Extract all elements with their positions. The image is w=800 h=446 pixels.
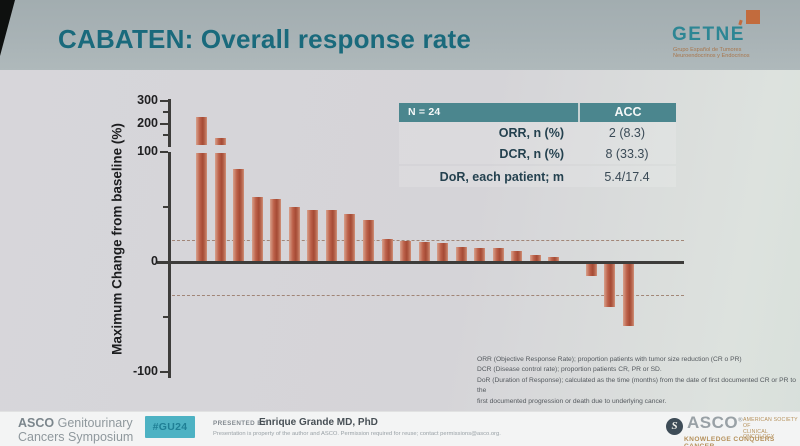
row-value-dor: 5.4/17.4 <box>604 169 650 184</box>
bar-patient-5 <box>270 199 282 262</box>
asco-logo-icon: S <box>666 418 683 435</box>
y-tick-label-200: 200 <box>137 115 158 130</box>
y-minor-tick-250 <box>163 111 168 114</box>
bar-patient-1 <box>196 116 207 145</box>
bar-patient-16 <box>474 247 486 262</box>
y-minor-tick-150 <box>163 133 168 136</box>
y-tick-100 <box>160 151 168 153</box>
presenter-name: Enrique Grande MD, PhD <box>259 417 378 428</box>
bar-patient-19 <box>529 255 541 262</box>
asco-society-text: AMERICAN SOCIETY OF CLINICAL ONCOLOGY <box>743 417 800 441</box>
bar-patient-3 <box>233 168 245 262</box>
bar-patient-1 <box>196 153 207 262</box>
footnote-line: first documented progression or death du… <box>477 397 667 405</box>
event-name: ASCO Genitourinary Cancers Symposium <box>18 416 133 444</box>
y-tick-label-100: 100 <box>137 144 158 158</box>
row-value-dcr: 8 (33.3) <box>605 146 649 161</box>
results-table-header: N = 24 ACC <box>399 103 676 122</box>
bar-patient-20 <box>548 256 560 262</box>
footer-bar: ASCO Genitourinary Cancers Symposium #GU… <box>0 411 800 446</box>
table-row: DoR, each patient; m 5.4/17.4 <box>399 166 676 187</box>
y-minor-tick--50 <box>163 316 168 318</box>
bar-patient-15 <box>455 246 467 262</box>
page-title: CABATEN: Overall response rate <box>58 24 471 54</box>
footnote-line: DoR (Duration of Response); calculated a… <box>477 376 796 395</box>
y-tick-label-300: 300 <box>137 93 158 107</box>
slide-header: CABATEN: Overall response rate GETNE Gru… <box>0 0 800 70</box>
footnote-line: ORR (Objective Response Rate); proportio… <box>477 356 742 363</box>
reference-line--30 <box>172 295 684 296</box>
getne-tagline-line2: Neuroendocrinos y Endocrinos <box>673 53 750 60</box>
bar-patient-4 <box>251 197 263 262</box>
bar-patient-2 <box>214 153 226 262</box>
bar-patient-23 <box>604 263 616 307</box>
bar-patient-24 <box>622 263 634 326</box>
y-tick-label--100: -100 <box>132 364 158 378</box>
event-line2: Cancers Symposium <box>18 430 134 444</box>
y-tick--100 <box>160 371 168 373</box>
asco-society-line1: AMERICAN SOCIETY OF <box>743 417 798 429</box>
row-label-dor: DoR, each patient; m <box>439 169 564 184</box>
getne-square-icon <box>746 10 760 24</box>
presented-by-label: PRESENTED BY: <box>213 420 269 427</box>
table-row: ORR, n (%) 2 (8.3) <box>399 122 676 143</box>
bar-patient-7 <box>307 210 319 262</box>
row-label-orr: ORR, n (%) <box>498 125 564 140</box>
table-header-acc: ACC <box>578 103 676 122</box>
table-row: DCR, n (%) 8 (33.3) <box>399 143 676 164</box>
bar-patient-13 <box>418 242 430 262</box>
bar-patient-14 <box>437 243 449 262</box>
hashtag-badge: #GU24 <box>145 416 195 438</box>
row-value-orr: 2 (8.3) <box>608 125 646 140</box>
results-table: N = 24 ACC ORR, n (%) 2 (8.3) DCR, n (%)… <box>399 103 676 187</box>
event-line1: Genitourinary <box>54 416 133 430</box>
getne-tagline-line1: Grupo Español de Tumores <box>673 47 742 53</box>
bar-patient-6 <box>288 207 300 262</box>
bar-patient-10 <box>362 220 374 262</box>
y-axis-upper-segment <box>168 99 171 147</box>
bar-patient-11 <box>381 238 393 262</box>
asco-tagline: KNOWLEDGE CONQUERS CANCER <box>684 436 775 446</box>
bar-patient-18 <box>511 251 523 262</box>
registered-mark: ® <box>738 417 744 424</box>
disclaimer-text: Presentation is property of the author a… <box>213 431 501 437</box>
bar-patient-8 <box>325 210 337 262</box>
reference-line-20 <box>172 240 684 241</box>
asco-society-line2: CLINICAL ONCOLOGY <box>743 428 775 441</box>
footnote-line: DCR (Disease control rate); proportion p… <box>477 366 662 374</box>
table-header-n: N = 24 <box>399 103 578 122</box>
getne-logo: GETNE Grupo Español de Tumores Neuroendo… <box>668 0 798 70</box>
asco-logo-text: ASCO® <box>687 413 744 432</box>
y-tick-0 <box>157 261 168 264</box>
bar-patient-17 <box>492 247 504 262</box>
y-tick-200 <box>160 122 168 125</box>
getne-logo-text: GETNE <box>672 24 745 45</box>
bar-patient-9 <box>344 213 356 262</box>
bar-patient-22 <box>585 263 597 277</box>
event-brand: ASCO <box>18 416 55 430</box>
getne-tagline: Grupo Español de Tumores Neuroendocrinos… <box>673 47 750 60</box>
x-axis-baseline <box>165 261 684 264</box>
y-axis-lower-segment <box>168 152 171 378</box>
y-tick-300 <box>160 100 168 102</box>
footnotes: ORR (Objective Response Rate); proportio… <box>477 355 799 407</box>
y-minor-tick-50 <box>163 206 168 208</box>
bar-patient-2 <box>214 138 226 145</box>
y-tick-label-0: 0 <box>151 254 158 268</box>
bar-patient-12 <box>400 241 412 262</box>
row-label-dcr: DCR, n (%) <box>499 146 564 161</box>
